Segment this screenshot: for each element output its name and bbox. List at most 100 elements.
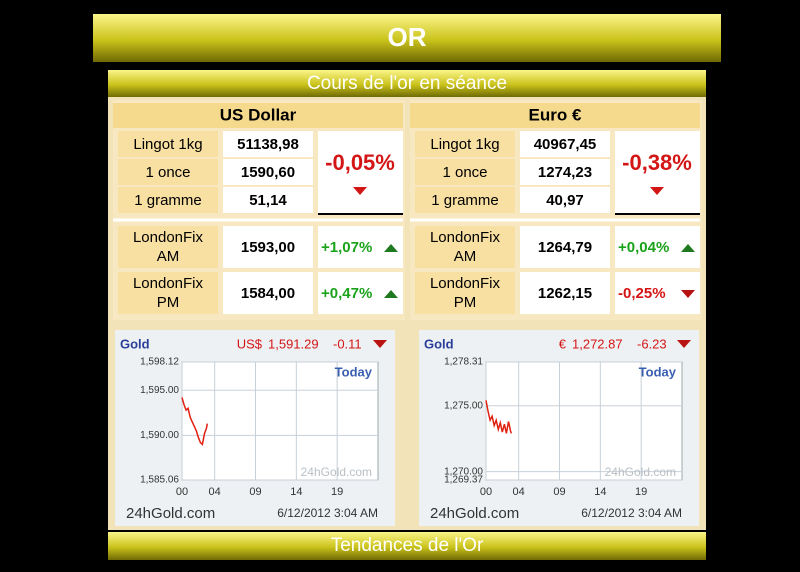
timestamp: 6/12/2012 3:04 AM bbox=[581, 506, 682, 520]
fix-change: -0,25% bbox=[618, 285, 666, 302]
row-value-cell bbox=[520, 159, 610, 185]
row-value-cell bbox=[223, 131, 313, 157]
fix-value: 1264,79 bbox=[538, 239, 592, 256]
x-tick-label: 14 bbox=[290, 486, 302, 498]
watermark: 24hGold.com bbox=[605, 465, 676, 479]
chart-currency: € bbox=[559, 336, 567, 351]
fix-change: +0,47% bbox=[321, 285, 372, 302]
row-label: 1 once bbox=[145, 164, 190, 181]
arrow-down bbox=[650, 187, 664, 195]
change-cell bbox=[615, 131, 700, 213]
row-value-cell bbox=[223, 187, 313, 213]
change-cell bbox=[318, 131, 403, 213]
y-tick-label: 1,269.37 bbox=[444, 475, 483, 486]
x-tick-label: 04 bbox=[209, 486, 221, 498]
y-tick-label: 1,585.06 bbox=[140, 475, 179, 486]
y-tick-label: 1,590.00 bbox=[140, 430, 179, 441]
x-tick-label: 19 bbox=[635, 486, 647, 498]
row-label-cell bbox=[415, 159, 515, 185]
chart-title: Gold bbox=[424, 336, 454, 351]
fix-label: LondonFix bbox=[133, 229, 204, 246]
row-label: 1 gramme bbox=[431, 192, 499, 209]
x-tick-label: 14 bbox=[594, 486, 606, 498]
subtitle: Cours de l'or en séance bbox=[307, 73, 507, 94]
row-value-cell bbox=[520, 187, 610, 213]
change: -0,38% bbox=[622, 150, 692, 175]
row-value: 1590,60 bbox=[241, 164, 295, 181]
price-line bbox=[485, 400, 513, 434]
arrow-down bbox=[681, 290, 695, 298]
plot-area bbox=[485, 361, 683, 481]
source: 24hGold.com bbox=[126, 505, 215, 522]
y-tick-label: 1,278.31 bbox=[444, 357, 483, 368]
y-tick-label: 1,275.00 bbox=[444, 400, 483, 411]
row-value: 40967,45 bbox=[534, 136, 597, 153]
arrow-up bbox=[681, 244, 695, 252]
footer: Tendances de l'Or bbox=[331, 535, 484, 556]
fix-value: 1593,00 bbox=[241, 239, 295, 256]
x-tick-label: 09 bbox=[553, 486, 565, 498]
row-value: 1274,23 bbox=[538, 164, 592, 181]
row-label: 1 once bbox=[442, 164, 487, 181]
fix-value-cell bbox=[223, 226, 313, 268]
currency: Euro € bbox=[529, 105, 582, 124]
x-tick-label: 00 bbox=[480, 486, 492, 498]
chart-currency: US$ bbox=[237, 336, 263, 351]
row-label: Lingot 1kg bbox=[133, 136, 202, 153]
row-value-cell bbox=[520, 131, 610, 157]
fix-label-cell bbox=[415, 226, 515, 268]
row-value: 51,14 bbox=[249, 192, 287, 209]
x-tick-label: 04 bbox=[513, 486, 525, 498]
fix-label: LondonFix bbox=[430, 275, 501, 292]
price-line bbox=[181, 397, 209, 446]
chart-change: -6.23 bbox=[637, 336, 667, 351]
arrow-up bbox=[384, 244, 398, 252]
fix-label: PM bbox=[454, 294, 477, 311]
subtitle-bar bbox=[108, 70, 706, 97]
title-bar bbox=[93, 14, 721, 62]
x-tick-label: 00 bbox=[176, 486, 188, 498]
row-label: 1 gramme bbox=[134, 192, 202, 209]
fix-label-cell bbox=[118, 272, 218, 314]
currency: US Dollar bbox=[220, 105, 297, 124]
row-label-cell bbox=[118, 187, 218, 213]
row-label-cell bbox=[118, 159, 218, 185]
fix-label: LondonFix bbox=[430, 229, 501, 246]
arrow-down bbox=[353, 187, 367, 195]
title: OR bbox=[388, 22, 427, 52]
arrow-down bbox=[373, 340, 387, 348]
chart-price: 1,591.29 bbox=[268, 336, 319, 351]
fix-value: 1262,15 bbox=[538, 285, 592, 302]
fix-label: AM bbox=[454, 248, 477, 265]
source: 24hGold.com bbox=[430, 505, 519, 522]
fix-value-cell bbox=[520, 226, 610, 268]
currency-header bbox=[410, 103, 700, 128]
row-value-cell bbox=[223, 159, 313, 185]
arrow-down bbox=[677, 340, 691, 348]
y-tick-label: 1,598.12 bbox=[140, 357, 179, 368]
fix-change: +0,04% bbox=[618, 239, 669, 256]
y-tick-label: 1,270.00 bbox=[444, 466, 483, 477]
footer-bar bbox=[108, 532, 706, 560]
watermark: 24hGold.com bbox=[301, 465, 372, 479]
y-tick-label: 1,595.00 bbox=[140, 385, 179, 396]
period: Today bbox=[639, 364, 677, 379]
period: Today bbox=[335, 364, 373, 379]
arrow-up bbox=[384, 290, 398, 298]
row-label-cell bbox=[415, 187, 515, 213]
timestamp: 6/12/2012 3:04 AM bbox=[277, 506, 378, 520]
x-tick-label: 19 bbox=[331, 486, 343, 498]
fix-label: PM bbox=[157, 294, 180, 311]
row-label: Lingot 1kg bbox=[430, 136, 499, 153]
chart-price: 1,272.87 bbox=[572, 336, 623, 351]
fix-change: +1,07% bbox=[321, 239, 372, 256]
x-tick-label: 09 bbox=[249, 486, 261, 498]
fix-label: LondonFix bbox=[133, 275, 204, 292]
chart-change: -0.11 bbox=[333, 336, 362, 351]
currency-header bbox=[113, 103, 403, 128]
fix-label-cell bbox=[118, 226, 218, 268]
fix-label-cell bbox=[415, 272, 515, 314]
chart-title: Gold bbox=[120, 336, 150, 351]
